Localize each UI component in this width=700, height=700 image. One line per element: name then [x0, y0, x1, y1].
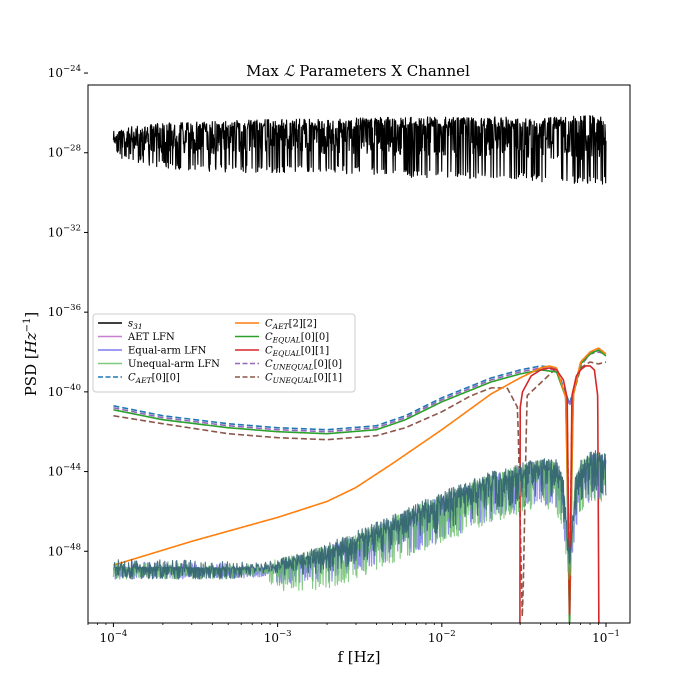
legend-entry-c-aet-0-0: CAET[0][0]	[98, 373, 180, 386]
series-c-equal-0-0	[113, 349, 607, 623]
series-c-aet-0-0	[113, 349, 607, 431]
legend-entry-unequal-arm-lfn: Unequal-arm LFN	[98, 359, 220, 370]
series-c-unequal-0-1	[113, 361, 607, 623]
y-tick-label: 10−28	[48, 144, 81, 160]
legend-label: Unequal-arm LFN	[128, 359, 220, 370]
legend-box	[92, 313, 356, 393]
series-c-equal-0-1	[519, 365, 600, 623]
y-tick-label: 10−48	[48, 542, 81, 558]
x-axis-label: f [Hz]	[337, 648, 380, 666]
legend-label: AET LFN	[127, 332, 175, 343]
x-tick-label: 10−1	[592, 629, 620, 645]
y-axis-label: PSD [Hz−1]	[22, 312, 40, 397]
y-tick-label: 10−36	[48, 303, 81, 319]
legend-entry-c-equal-0-1: CEQUAL[0][1]	[235, 346, 329, 359]
legend-entry-c-unequal-0-0: CUNEQUAL[0][0]	[235, 359, 342, 372]
series-aet-lfn	[113, 450, 607, 580]
legend-entry-c-unequal-0-1: CUNEQUAL[0][1]	[235, 373, 342, 386]
series-c-aet-2-2	[113, 347, 607, 611]
chart-title: Max ℒ Parameters X Channel	[246, 62, 470, 80]
y-tick-label: 10−32	[48, 223, 81, 239]
legend-entry-c-equal-0-0: CEQUAL[0][0]	[235, 332, 329, 345]
x-tick-label: 10−2	[428, 629, 456, 645]
y-tick-label: 10−44	[48, 463, 81, 479]
legend-entry-equal-arm-lfn: Equal-arm LFN	[98, 346, 207, 357]
legend-entry-c-aet-2-2: CAET[2][2]	[235, 319, 317, 332]
x-axis-ticks: 10−4 10−3 10−2 10−1	[87, 623, 620, 645]
y-tick-label: 10−24	[48, 64, 81, 80]
plot-frame	[87, 84, 631, 624]
legend-label: CEQUAL[0][1]	[265, 346, 329, 359]
x-tick-label: 10−3	[264, 629, 292, 645]
series-s-31	[112, 115, 607, 185]
legend-label: s31	[128, 319, 143, 332]
legend-entry-s-31: s31	[98, 319, 143, 332]
legend-label: CUNEQUAL[0][0]	[265, 359, 342, 372]
legend-entry-aet-lfn: AET LFN	[98, 332, 175, 343]
legend-label: CUNEQUAL[0][1]	[265, 373, 342, 386]
legend-label: CAET[0][0]	[128, 373, 180, 386]
series-layer	[112, 115, 607, 623]
x-tick-label: 10−4	[100, 629, 128, 645]
legend-label: Equal-arm LFN	[128, 346, 207, 357]
legend-label: CAET[2][2]	[265, 319, 317, 332]
legend-label: CEQUAL[0][0]	[265, 332, 329, 345]
series-c-unequal-0-0	[113, 351, 607, 433]
y-axis-ticks: 10−24 10−28 10−32 10−36 10−40 10−44 10−48	[48, 64, 88, 558]
y-tick-label: 10−40	[48, 383, 81, 399]
